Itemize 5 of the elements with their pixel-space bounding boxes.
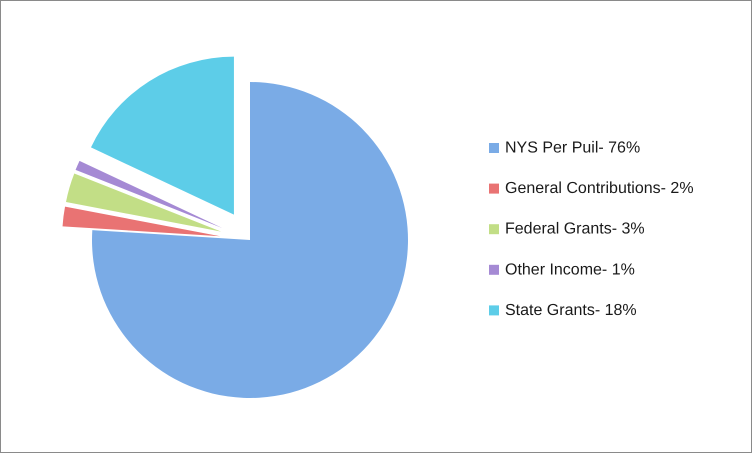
legend-label: State Grants- 18% <box>505 302 637 319</box>
legend-label: Federal Grants- 3% <box>505 220 645 238</box>
legend-label: NYS Per Puil- 76% <box>505 140 640 156</box>
legend-label: General Contributions- 2% <box>505 180 694 198</box>
legend-label: Other Income- 1% <box>505 261 635 278</box>
